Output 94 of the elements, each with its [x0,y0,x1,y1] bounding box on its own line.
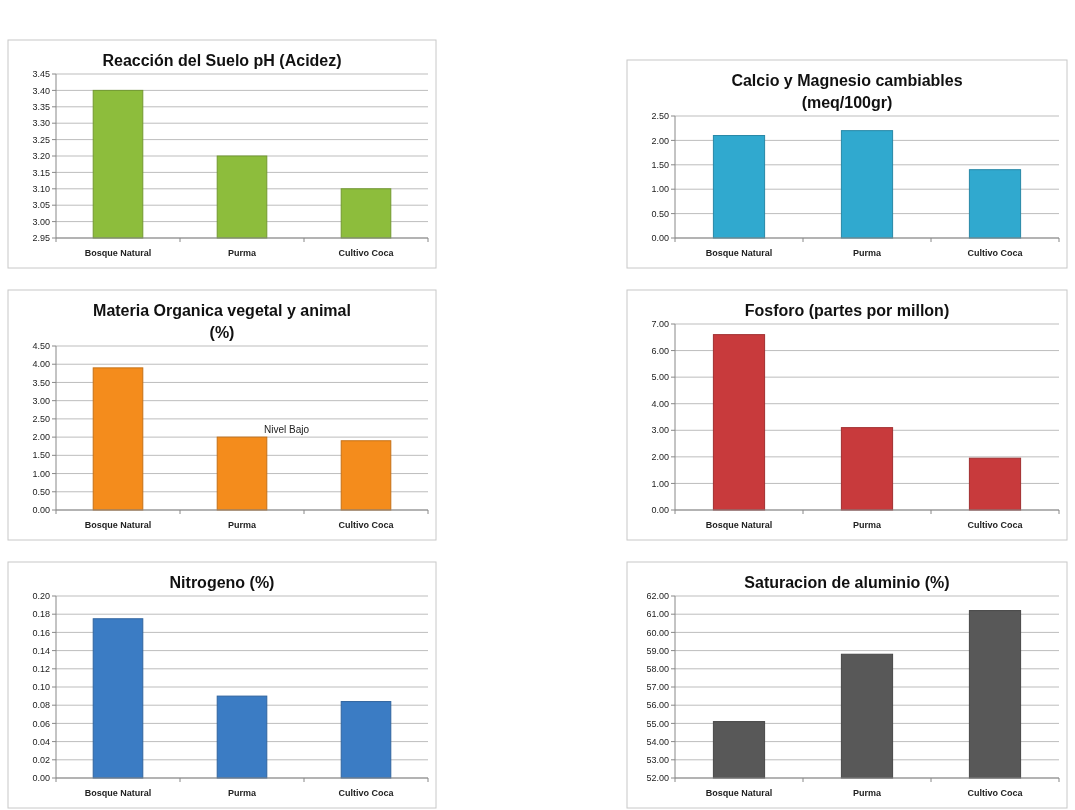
y-tick-label: 55.00 [646,718,669,729]
y-tick-label: 4.50 [32,341,50,352]
y-tick-label: 2.00 [651,135,669,146]
y-tick-label: 3.05 [32,200,50,211]
bar [340,440,392,511]
x-tick-label: Cultivo Coca [338,788,395,798]
chart-title: Materia Organica vegetal y animal (%) [93,302,351,341]
y-tick-label: 7.00 [651,319,669,330]
y-tick-label: 0.02 [32,754,50,765]
y-tick-label: 3.45 [32,69,50,80]
y-tick-label: 3.40 [32,85,50,96]
y-tick-label: 0.00 [32,773,50,784]
y-tick-label: 2.50 [651,111,669,122]
y-tick-label: 1.50 [651,159,669,170]
y-tick-label: 0.20 [32,591,50,602]
bar [92,618,144,779]
y-tick-label: 0.00 [32,505,50,516]
chart-title: Reacción del Suelo pH (Acidez) [102,52,342,69]
y-tick-label: 0.00 [651,233,669,244]
x-tick-label: Purma [852,788,882,798]
y-tick-label: 0.16 [32,627,50,638]
chart-title: Fosforo (partes por millon) [744,302,950,319]
bar [216,695,268,779]
y-tick-label: 0.18 [32,609,50,620]
chart-title: Calcio y Magnesio cambiables (meq/100gr) [731,72,963,111]
x-tick-label: Purma [852,520,882,530]
y-tick-label: 1.00 [651,184,669,195]
y-tick-label: 61.00 [646,609,669,620]
x-tick-label: Purma [227,520,257,530]
chart-title: Saturacion de aluminio (%) [744,574,950,591]
x-tick-label: Cultivo Coca [338,520,395,530]
y-tick-label: 1.00 [651,478,669,489]
y-tick-label: 4.00 [651,398,669,409]
bar [968,169,1022,239]
y-tick-label: 3.20 [32,151,50,162]
x-tick-label: Purma [227,248,257,258]
y-tick-label: 56.00 [646,700,669,711]
y-tick-label: 2.00 [32,432,50,443]
annotation: Nivel Bajo [264,423,310,435]
bar [712,334,766,511]
y-tick-label: 58.00 [646,663,669,674]
x-tick-label: Bosque Natural [84,248,152,258]
y-tick-label: 1.50 [32,450,50,461]
bar [712,135,766,239]
x-tick-label: Bosque Natural [84,788,152,798]
y-tick-label: 0.04 [32,736,50,747]
x-tick-label: Bosque Natural [84,520,152,530]
y-tick-label: 3.10 [32,183,50,194]
y-tick-label: 3.50 [32,377,50,388]
y-tick-label: 0.10 [32,682,50,693]
y-tick-label: 4.00 [32,359,50,370]
y-tick-label: 3.00 [32,395,50,406]
x-tick-label: Bosque Natural [705,788,773,798]
y-tick-label: 3.30 [32,118,50,129]
y-tick-label: 0.50 [651,208,669,219]
y-tick-label: 3.00 [32,216,50,227]
x-tick-label: Cultivo Coca [967,788,1024,798]
y-tick-label: 1.00 [32,468,50,479]
y-tick-label: 3.25 [32,134,50,145]
y-tick-label: 59.00 [646,645,669,656]
y-tick-label: 2.00 [651,452,669,463]
y-tick-label: 0.14 [32,645,50,656]
x-tick-label: Cultivo Coca [967,248,1024,258]
chart-title: Nitrogeno (%) [169,574,275,591]
x-tick-label: Bosque Natural [705,520,773,530]
bar [840,427,894,511]
y-tick-label: 3.35 [32,101,50,112]
x-tick-label: Purma [852,248,882,258]
y-tick-label: 52.00 [646,773,669,784]
y-tick-label: 0.12 [32,663,50,674]
y-tick-label: 0.50 [32,486,50,497]
y-tick-label: 0.06 [32,718,50,729]
x-tick-label: Cultivo Coca [338,248,395,258]
x-tick-label: Purma [227,788,257,798]
y-tick-label: 2.95 [32,233,50,244]
y-tick-label: 62.00 [646,591,669,602]
y-tick-label: 0.00 [651,505,669,516]
y-tick-label: 6.00 [651,345,669,356]
y-tick-label: 5.00 [651,372,669,383]
y-tick-label: 3.15 [32,167,50,178]
x-tick-label: Cultivo Coca [967,520,1024,530]
bar [92,367,144,511]
y-tick-label: 54.00 [646,736,669,747]
y-tick-label: 60.00 [646,627,669,638]
bar [968,457,1022,511]
bar [840,130,894,239]
y-tick-label: 53.00 [646,754,669,765]
y-tick-label: 2.50 [32,414,50,425]
y-tick-label: 3.00 [651,425,669,436]
y-tick-label: 57.00 [646,682,669,693]
bar [340,701,392,779]
x-tick-label: Bosque Natural [705,248,773,258]
bar [216,436,268,511]
y-tick-label: 0.08 [32,700,50,711]
